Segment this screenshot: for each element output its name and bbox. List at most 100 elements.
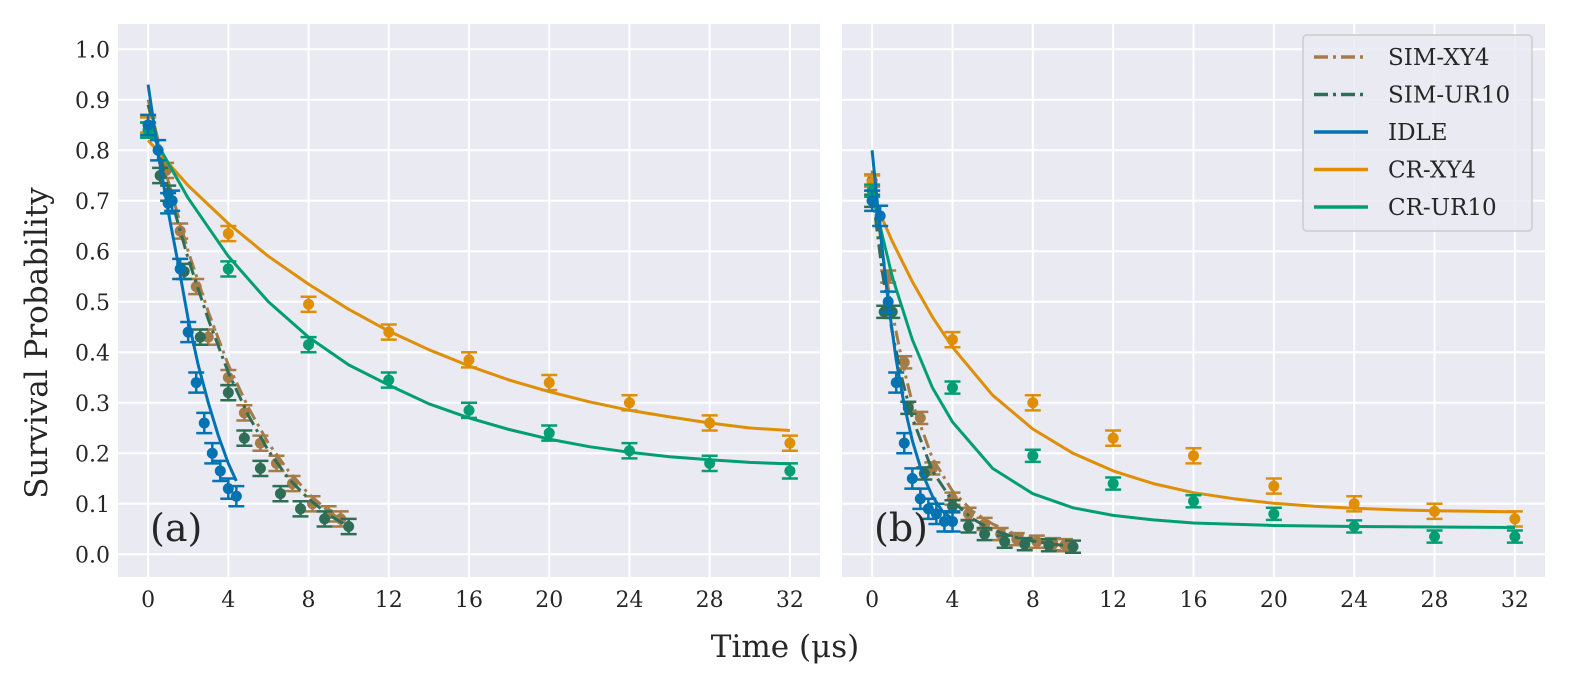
series-idle bbox=[140, 84, 245, 508]
data-point bbox=[190, 377, 202, 389]
data-point bbox=[914, 412, 926, 424]
legend-label: IDLE bbox=[1388, 120, 1448, 146]
data-point bbox=[222, 263, 234, 275]
y-tick-label: 0.2 bbox=[75, 442, 110, 467]
data-point bbox=[784, 465, 796, 477]
data-point bbox=[174, 225, 186, 237]
legend-item-cr-xy4: CR-XY4 bbox=[1314, 158, 1476, 184]
x-tick-label: 32 bbox=[1501, 588, 1529, 613]
series-idle bbox=[864, 150, 961, 533]
series-cr-ur10 bbox=[864, 183, 1523, 544]
data-point bbox=[979, 528, 991, 540]
legend-label: CR-XY4 bbox=[1388, 158, 1476, 184]
panel-a-grid bbox=[118, 24, 820, 577]
data-point bbox=[383, 326, 395, 338]
series-cr-ur10 bbox=[140, 121, 798, 480]
data-point bbox=[142, 119, 154, 131]
y-tick-label: 0.4 bbox=[75, 341, 110, 366]
data-point bbox=[623, 397, 635, 409]
data-point bbox=[182, 326, 194, 338]
data-point bbox=[1031, 536, 1043, 548]
data-point bbox=[1268, 480, 1280, 492]
data-point bbox=[874, 210, 886, 222]
y-axis-label: Survival Probability bbox=[19, 187, 55, 499]
y-tick-label: 0.8 bbox=[75, 139, 110, 164]
data-point bbox=[319, 513, 331, 525]
data-point bbox=[946, 515, 958, 527]
x-tick-label: 8 bbox=[1026, 588, 1040, 613]
legend-item-cr-ur10: CR-UR10 bbox=[1314, 195, 1497, 221]
data-point bbox=[194, 331, 206, 343]
y-tick-label: 0.0 bbox=[75, 543, 110, 568]
x-tick-label: 24 bbox=[1340, 588, 1368, 613]
data-point bbox=[906, 473, 918, 485]
data-point bbox=[890, 377, 902, 389]
data-point bbox=[946, 500, 958, 512]
data-point bbox=[1268, 508, 1280, 520]
fit-line-sim-ur10 bbox=[146, 104, 350, 528]
legend-box bbox=[1302, 34, 1533, 232]
data-point bbox=[946, 382, 958, 394]
data-point bbox=[303, 298, 315, 310]
data-point bbox=[343, 520, 355, 532]
data-point bbox=[206, 447, 218, 459]
y-tick-label: 0.5 bbox=[75, 291, 110, 316]
panel-b-ticks: 0 4 8 12 16 20 24 28 32 bbox=[865, 588, 1529, 613]
legend-item-idle: IDLE bbox=[1314, 120, 1448, 146]
data-point bbox=[922, 503, 934, 515]
data-point bbox=[898, 437, 910, 449]
x-tick-label: 24 bbox=[615, 588, 643, 613]
x-tick-label: 12 bbox=[375, 588, 403, 613]
legend: SIM-XY4 SIM-UR10 IDLE CR-XY4 CR-UR10 bbox=[1302, 34, 1533, 232]
data-point bbox=[914, 493, 926, 505]
data-point bbox=[1429, 531, 1441, 543]
data-point bbox=[543, 427, 555, 439]
panel-a-label: (a) bbox=[150, 506, 202, 550]
data-point bbox=[238, 432, 250, 444]
data-point bbox=[1188, 450, 1199, 462]
data-point bbox=[1509, 531, 1521, 543]
x-tick-label: 28 bbox=[696, 588, 724, 613]
data-point bbox=[222, 228, 234, 240]
legend-item-sim-ur10: SIM-UR10 bbox=[1314, 83, 1510, 109]
data-point bbox=[1509, 513, 1521, 525]
data-point bbox=[295, 503, 307, 515]
data-point bbox=[214, 465, 226, 477]
data-point bbox=[1107, 432, 1119, 444]
legend-label: SIM-XY4 bbox=[1388, 45, 1490, 71]
legend-label: SIM-UR10 bbox=[1388, 83, 1510, 109]
x-tick-label: 4 bbox=[945, 588, 959, 613]
data-point bbox=[222, 483, 234, 495]
legend-label: CR-UR10 bbox=[1388, 195, 1497, 221]
data-point bbox=[254, 462, 266, 474]
x-tick-label: 28 bbox=[1421, 588, 1449, 613]
data-point bbox=[222, 387, 234, 399]
x-tick-label: 12 bbox=[1099, 588, 1127, 613]
data-point bbox=[1348, 498, 1360, 510]
data-point bbox=[202, 331, 214, 343]
x-tick-label: 20 bbox=[1260, 588, 1288, 613]
x-tick-label: 8 bbox=[302, 588, 316, 613]
data-point bbox=[543, 377, 555, 389]
data-point bbox=[1019, 538, 1031, 550]
data-point bbox=[152, 144, 164, 156]
panel-a-series bbox=[140, 84, 798, 536]
data-point bbox=[999, 536, 1011, 548]
data-point bbox=[198, 417, 210, 429]
data-point bbox=[866, 195, 878, 207]
data-point bbox=[938, 515, 950, 527]
data-point bbox=[704, 457, 716, 469]
y-tick-label: 0.3 bbox=[75, 392, 110, 417]
x-tick-label: 32 bbox=[776, 588, 804, 613]
data-point bbox=[222, 372, 234, 384]
data-point bbox=[303, 339, 315, 351]
data-point bbox=[1107, 478, 1119, 490]
fit-line-cr-ur10 bbox=[870, 192, 1515, 529]
data-point bbox=[704, 417, 716, 429]
y-tick-label: 0.6 bbox=[75, 240, 110, 265]
fit-line-cr-xy4 bbox=[870, 195, 1515, 514]
x-tick-label: 0 bbox=[865, 588, 879, 613]
x-tick-label: 20 bbox=[535, 588, 563, 613]
data-point bbox=[1429, 505, 1441, 517]
